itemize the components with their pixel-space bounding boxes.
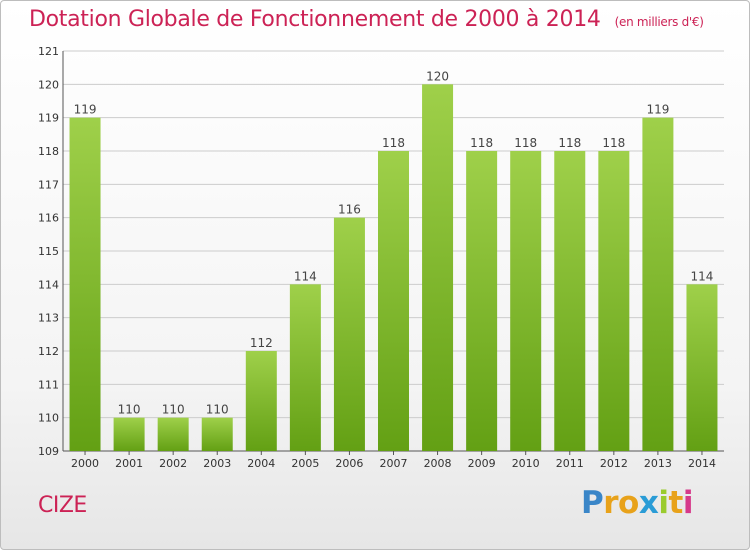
x-tick-label: 2002 (159, 457, 187, 470)
y-tick-label: 109 (38, 445, 59, 458)
x-tick-label: 2013 (644, 457, 672, 470)
title-text: Dotation Globale de Fonctionnement de 20… (29, 7, 601, 32)
y-tick-label: 120 (38, 78, 59, 91)
commune-name: CIZE (38, 493, 87, 518)
data-labels: 119 110 110 110 112 114 116 118 120 118 118 118 118 1… (74, 69, 714, 416)
bar-2014 (686, 284, 718, 451)
data-label: 119 (646, 103, 669, 117)
y-tick-label: 113 (38, 312, 59, 325)
x-tick-label: 2007 (380, 457, 408, 470)
y-tick-label: 111 (38, 378, 59, 391)
bar-2002 (157, 417, 189, 451)
unit-note: (en milliers d'€) (614, 15, 704, 29)
data-label: 118 (470, 136, 493, 150)
x-tick-label: 2009 (468, 457, 496, 470)
bar-2011 (554, 151, 586, 451)
proxiti-logo[interactable]: Proxiti (581, 485, 693, 521)
data-label: 110 (162, 403, 185, 417)
bars (69, 84, 718, 452)
y-tick-label: 116 (38, 212, 59, 225)
x-tick-label: 2000 (71, 457, 99, 470)
x-tick-label: 2008 (424, 457, 452, 470)
y-tick-label: 112 (38, 345, 59, 358)
x-tick-label: 2012 (600, 457, 628, 470)
data-label: 112 (250, 336, 273, 350)
bar-2000 (69, 117, 101, 452)
bar-2003 (201, 417, 233, 451)
chart-title: Dotation Globale de Fonctionnement de 20… (29, 7, 704, 32)
bar-2008 (422, 84, 454, 451)
data-label: 110 (118, 403, 141, 417)
y-tick-label: 114 (38, 278, 59, 291)
data-label: 118 (558, 136, 581, 150)
data-label: 120 (426, 69, 449, 83)
data-label: 114 (691, 269, 714, 283)
bar-2009 (466, 151, 498, 451)
bar-2004 (245, 351, 277, 451)
y-tick-label: 118 (38, 145, 59, 158)
bar-2005 (289, 284, 321, 451)
data-label: 118 (514, 136, 537, 150)
x-tick-label: 2011 (556, 457, 584, 470)
y-tick-label: 119 (38, 112, 59, 125)
bar-2013 (642, 117, 674, 452)
y-tick-label: 117 (38, 178, 59, 191)
x-tick-label: 2001 (115, 457, 143, 470)
bar-2006 (333, 217, 365, 451)
x-tick-label: 2003 (203, 457, 231, 470)
x-tick-labels: 2000 2001 2002 2003 2004 2005 2006 2007 2008 2009… (71, 457, 716, 470)
data-label: 119 (74, 103, 97, 117)
data-label: 110 (206, 403, 229, 417)
x-tick-label: 2006 (335, 457, 363, 470)
y-tick-label: 121 (38, 45, 59, 58)
x-tick-label: 2010 (512, 457, 540, 470)
y-tick-labels: 109 110 111 112 113 114 115 116 117 118 119 120 121 (38, 45, 59, 458)
data-label: 118 (602, 136, 625, 150)
x-tick-label: 2014 (688, 457, 716, 470)
bar-2012 (598, 151, 630, 451)
y-tick-label: 115 (38, 245, 59, 258)
x-tick-label: 2004 (247, 457, 275, 470)
bar-2001 (113, 417, 145, 451)
y-tick-label: 110 (38, 412, 59, 425)
data-label: 116 (338, 203, 361, 217)
bar-2007 (378, 151, 409, 451)
bar-2010 (510, 151, 542, 451)
data-label: 118 (382, 136, 405, 150)
data-label: 114 (294, 269, 317, 283)
x-tick-label: 2005 (291, 457, 319, 470)
